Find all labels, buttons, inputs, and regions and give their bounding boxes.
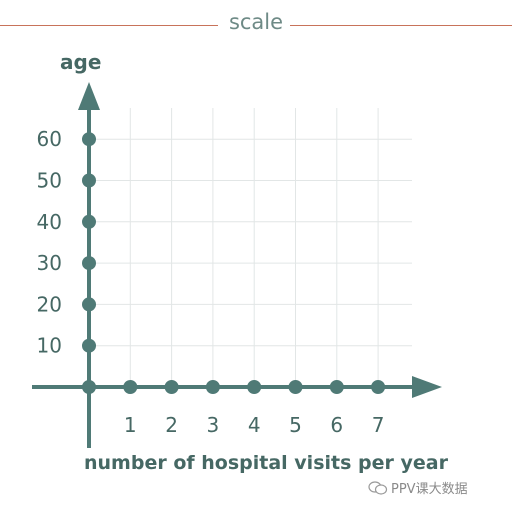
y-tick-label: 50 <box>37 169 62 193</box>
x-axis-arrow <box>412 376 442 398</box>
y-tick-point <box>82 297 96 312</box>
watermark: PPV课大数据 <box>368 478 468 497</box>
x-tick-point <box>205 380 220 394</box>
x-tick-label: 1 <box>124 413 137 437</box>
y-axis-arrow <box>78 82 100 110</box>
y-tick-label: 30 <box>37 251 62 275</box>
watermark-text: PPV课大数据 <box>391 482 468 497</box>
y-tick-label: 10 <box>37 334 62 358</box>
x-tick-label: 2 <box>165 413 178 437</box>
grid <box>89 108 412 387</box>
y-tick-point <box>82 256 96 271</box>
y-tick-point <box>82 173 96 188</box>
y-tick-point <box>82 338 96 353</box>
x-tick-point <box>288 380 303 394</box>
tick-labels: 1 2 3 4 5 6 7 10 20 30 40 50 60 <box>37 127 385 437</box>
x-axis-label: number of hospital visits per year <box>84 452 448 474</box>
y-tick-label: 40 <box>37 210 62 234</box>
x-tick-label: 3 <box>207 413 220 437</box>
x-tick-point <box>164 380 179 394</box>
y-tick-label: 20 <box>37 292 62 316</box>
y-tick-label: 60 <box>37 127 62 151</box>
header-rule-right <box>290 25 512 26</box>
x-tick-label: 5 <box>289 413 302 437</box>
points <box>82 132 386 394</box>
origin-point <box>82 380 96 394</box>
y-axis-label: age <box>60 50 102 74</box>
header-title: scale <box>228 10 284 34</box>
x-tick-label: 4 <box>248 413 261 437</box>
chat-bubbles-icon <box>368 481 388 495</box>
x-tick-label: 6 <box>330 413 343 437</box>
x-tick-label: 7 <box>372 413 385 437</box>
x-tick-point <box>371 380 386 394</box>
x-tick-point <box>123 380 138 394</box>
y-tick-point <box>82 132 96 147</box>
y-tick-point <box>82 214 96 229</box>
x-tick-point <box>329 380 344 394</box>
header-rule-left <box>0 25 218 26</box>
x-tick-point <box>247 380 262 394</box>
